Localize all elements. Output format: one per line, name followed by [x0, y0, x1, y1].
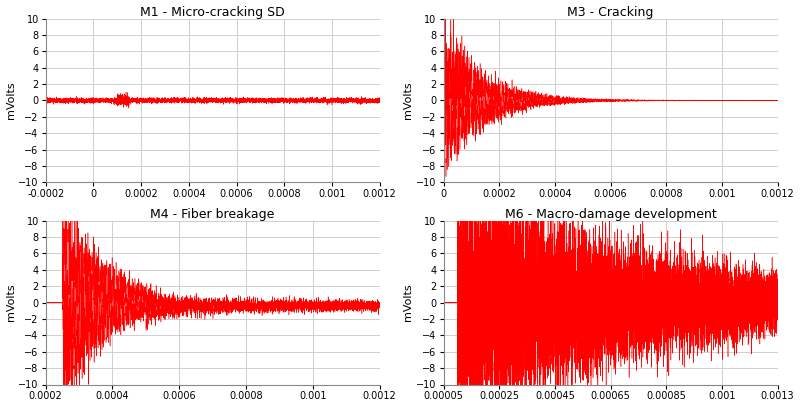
Y-axis label: mVolts: mVolts — [6, 284, 15, 322]
Y-axis label: mVolts: mVolts — [403, 82, 414, 119]
Title: M3 - Cracking: M3 - Cracking — [567, 6, 654, 19]
Y-axis label: mVolts: mVolts — [403, 284, 414, 322]
Title: M1 - Micro-cracking SD: M1 - Micro-cracking SD — [140, 6, 285, 19]
Title: M4 - Fiber breakage: M4 - Fiber breakage — [150, 208, 275, 221]
Title: M6 - Macro-damage development: M6 - Macro-damage development — [505, 208, 717, 221]
Y-axis label: mVolts: mVolts — [6, 82, 15, 119]
